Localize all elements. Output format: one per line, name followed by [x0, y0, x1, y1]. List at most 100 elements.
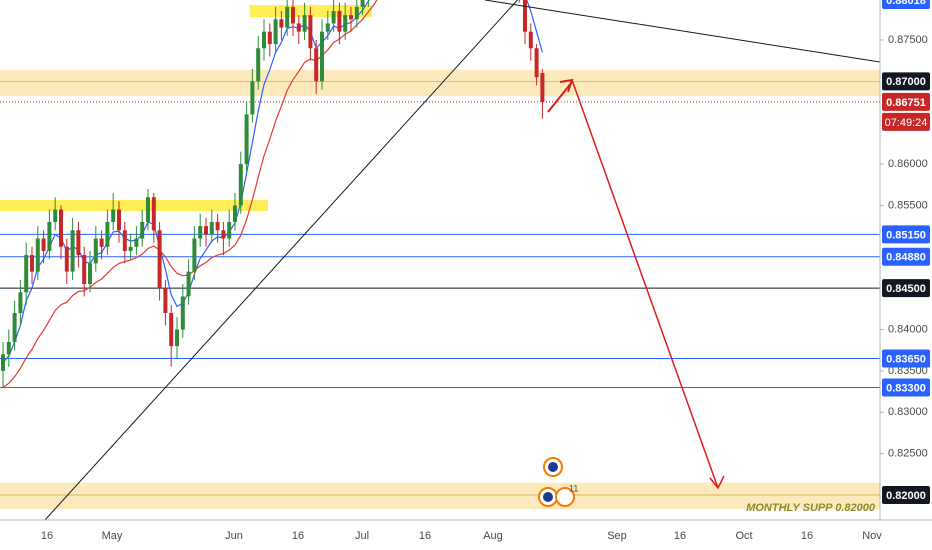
- candle-body: [204, 226, 208, 235]
- candle-body: [314, 48, 319, 82]
- candle-body: [233, 205, 237, 222]
- candle-body: [157, 230, 162, 289]
- candle-body: [343, 15, 348, 32]
- highlight-mid: [0, 200, 268, 211]
- last-price-box: [882, 92, 930, 111]
- x-tick-label: 16: [292, 530, 304, 542]
- x-tick-label: Aug: [483, 530, 503, 542]
- candle-body: [198, 226, 203, 239]
- candle-body: [99, 238, 104, 247]
- candle-body: [140, 221, 145, 239]
- arrow-head: [709, 475, 725, 490]
- candle-body: [285, 6, 290, 28]
- x-tick-label: Jun: [225, 530, 243, 542]
- countdown: 07:49:24: [885, 117, 928, 129]
- support-zone: [0, 482, 880, 510]
- candle-body: [349, 15, 353, 20]
- event-flag: [548, 462, 558, 472]
- zone-label-text: 0.87000: [886, 76, 926, 88]
- candle-body: [35, 238, 40, 272]
- candle-body: [175, 329, 179, 347]
- candle-body: [105, 221, 110, 247]
- candle-body: [180, 296, 185, 330]
- candle-body: [267, 31, 272, 45]
- candle-body: [302, 15, 307, 32]
- candle-body: [1, 354, 5, 371]
- support-zone: [0, 69, 880, 97]
- candle-body: [279, 19, 284, 28]
- candle-body: [186, 271, 191, 297]
- candle-body: [337, 11, 342, 32]
- candle-body: [192, 238, 197, 272]
- zone-label-box: [882, 72, 930, 91]
- candle-body: [320, 31, 324, 82]
- candle-body: [117, 209, 121, 231]
- y-tick-label: 0.85500: [888, 199, 928, 211]
- x-tick-label: Sep: [607, 530, 627, 542]
- y-tick-label: 0.86000: [888, 158, 928, 170]
- x-tick-label: Nov: [862, 530, 882, 542]
- candle-body: [221, 230, 226, 239]
- x-tick-label: 16: [41, 530, 53, 542]
- candle-body: [273, 19, 278, 45]
- candle-body: [238, 164, 243, 206]
- arrow-up: [547, 81, 573, 113]
- candle-body: [59, 209, 63, 247]
- last-price-text: 0.86751: [886, 97, 926, 109]
- candle-body: [360, 0, 365, 7]
- candle-body: [528, 31, 533, 49]
- zone-label-box: [882, 486, 930, 505]
- candle-body: [227, 221, 232, 239]
- x-tick-label: 16: [674, 530, 686, 542]
- candle-body: [53, 209, 58, 222]
- candle-body: [215, 221, 220, 231]
- candle-body: [18, 292, 23, 313]
- candle-body: [244, 114, 249, 165]
- candle-body: [128, 246, 133, 251]
- candle-body: [163, 288, 168, 313]
- level-label-box: [882, 349, 930, 368]
- event-count: 11: [569, 483, 578, 493]
- level-label-box: [882, 225, 930, 244]
- candle-body: [30, 255, 34, 272]
- candle-body: [540, 73, 545, 102]
- candle-body: [331, 11, 336, 24]
- candle-body: [76, 230, 81, 256]
- candle-body: [291, 6, 295, 24]
- candle-body: [88, 263, 92, 285]
- y-tick-label: 0.87500: [888, 34, 928, 46]
- top-price-box: [882, 0, 930, 9]
- x-tick-label: Oct: [735, 530, 752, 542]
- candle-body: [134, 238, 139, 247]
- highlight-top: [250, 5, 372, 17]
- level-label-text: 0.84500: [886, 283, 926, 295]
- y-tick-label: 0.83500: [888, 365, 928, 377]
- x-tick-label: 16: [801, 530, 813, 542]
- candle-body: [169, 312, 174, 347]
- level-label-text: 0.83650: [886, 353, 926, 365]
- x-tick-label: May: [102, 530, 123, 542]
- x-tick-label: 16: [419, 530, 431, 542]
- candle-body: [256, 48, 261, 82]
- trend-line-down: [484, 0, 880, 63]
- y-tick-label: 0.83000: [888, 406, 928, 418]
- candle-body: [82, 255, 87, 285]
- candle-body: [93, 238, 98, 264]
- candle-body: [70, 230, 75, 272]
- candle-body: [47, 221, 52, 251]
- level-label-box: [882, 279, 930, 298]
- candle-body: [296, 23, 301, 32]
- event-icon[interactable]: [555, 487, 575, 507]
- y-tick-label: 0.84000: [888, 323, 928, 335]
- candle-body: [12, 312, 17, 342]
- level-label-box: [882, 247, 930, 266]
- level-label-text: 0.83300: [886, 382, 926, 394]
- x-tick-label: Jul: [355, 530, 369, 542]
- candle-body: [122, 230, 127, 251]
- candle-body: [111, 209, 116, 222]
- moving-average: [2, 0, 378, 388]
- event-flag: [543, 492, 553, 502]
- level-label-text: 0.85150: [886, 229, 926, 241]
- level-label-text: 0.84880: [886, 252, 926, 264]
